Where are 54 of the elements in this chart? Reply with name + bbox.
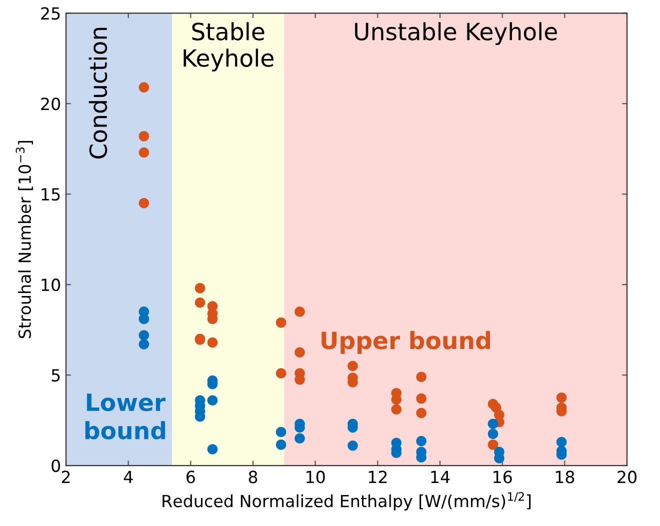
point bbox=[416, 393, 426, 404]
y-tick-label: 5 bbox=[52, 369, 60, 382]
point bbox=[138, 147, 150, 158]
y-tick-label: 0 bbox=[52, 459, 60, 472]
point bbox=[488, 418, 498, 430]
band-label: Stable Keyhole bbox=[184, 22, 274, 72]
point bbox=[194, 298, 206, 308]
x-tick-label: 20 bbox=[618, 470, 636, 484]
y-axis-title: Strouhal Number [10$^{−3}$] bbox=[16, 140, 33, 338]
point bbox=[138, 339, 150, 350]
point bbox=[416, 372, 426, 382]
x-axis-title: Reduced Normalized Enthalpy [W/(mm/s)$^{1/2}$] bbox=[162, 492, 531, 511]
point bbox=[348, 360, 358, 372]
x-tick-label: 16 bbox=[494, 470, 512, 484]
point bbox=[276, 317, 286, 328]
y-tick-label: 25 bbox=[41, 7, 60, 20]
point bbox=[138, 198, 150, 208]
y-tick-label: 10 bbox=[42, 278, 60, 292]
x-tick-label: 18 bbox=[556, 470, 574, 484]
point bbox=[391, 404, 402, 415]
x-tick-label: 4 bbox=[124, 470, 133, 484]
point bbox=[488, 440, 498, 450]
point bbox=[556, 392, 567, 403]
point bbox=[138, 330, 150, 340]
point bbox=[556, 436, 567, 448]
series-label: Lower bound bbox=[85, 394, 166, 440]
point bbox=[138, 131, 150, 142]
point bbox=[416, 408, 426, 418]
point bbox=[294, 433, 305, 444]
point bbox=[207, 395, 218, 406]
point bbox=[488, 428, 498, 439]
point bbox=[294, 347, 305, 358]
point bbox=[416, 436, 426, 446]
x-tick-label: 12 bbox=[368, 470, 387, 484]
point bbox=[276, 426, 286, 438]
x-tick-label: 10 bbox=[306, 470, 325, 484]
point bbox=[276, 368, 286, 378]
y-tick-label: 15 bbox=[42, 188, 60, 201]
x-tick-label: 14 bbox=[431, 470, 450, 484]
band-label: Unstable Keyhole bbox=[355, 22, 557, 46]
point bbox=[207, 444, 218, 454]
point bbox=[348, 440, 358, 451]
x-tick-label: 2 bbox=[62, 470, 70, 484]
band-label: Conduction bbox=[88, 28, 108, 159]
point bbox=[138, 82, 150, 92]
point bbox=[294, 306, 305, 317]
series-label: Upper bound bbox=[322, 331, 490, 354]
point bbox=[194, 283, 206, 294]
x-tick-label: 6 bbox=[186, 470, 195, 484]
point bbox=[138, 314, 150, 324]
point bbox=[276, 440, 286, 450]
y-tick-label: 20 bbox=[41, 98, 60, 110]
point bbox=[207, 337, 218, 348]
x-tick-label: 8 bbox=[248, 470, 258, 484]
